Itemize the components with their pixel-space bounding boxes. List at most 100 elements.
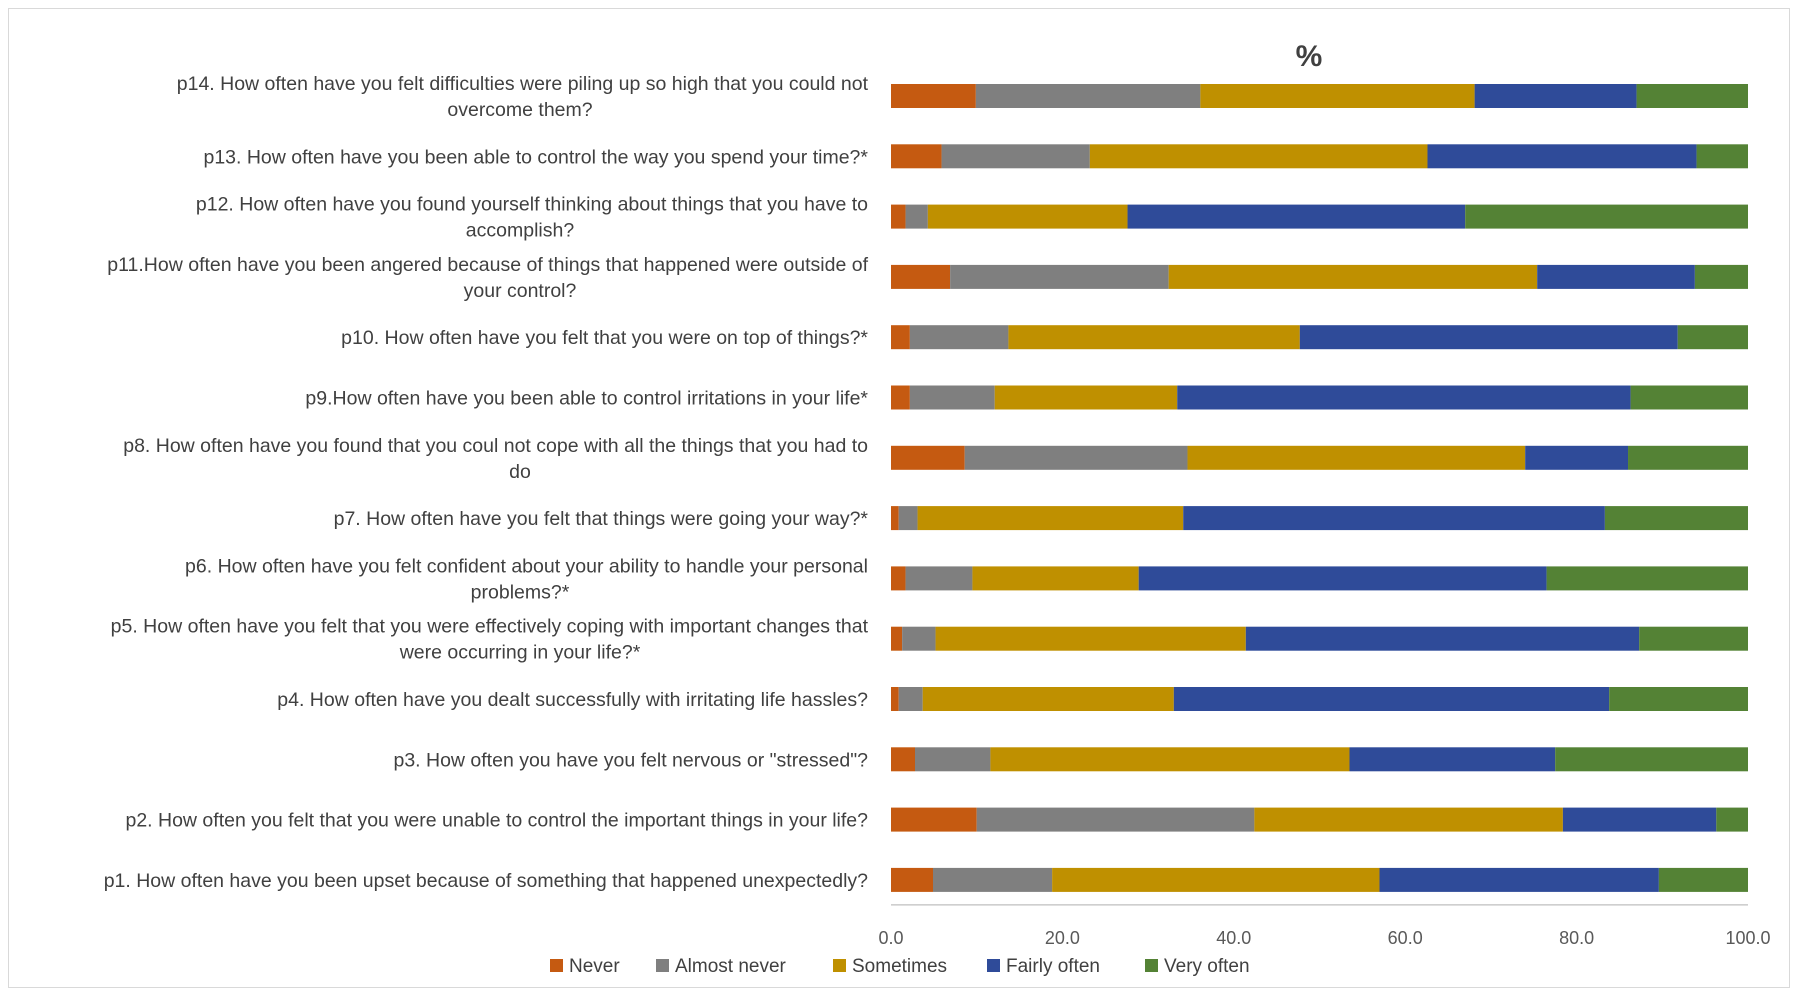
category-label: p9.How often have you been able to contr… — [305, 388, 868, 410]
bar-segment-almost-never-row-11 — [898, 687, 923, 711]
bar-segment-very-often-row-9 — [1546, 566, 1748, 591]
bar-segment-fairly-often-row-7 — [1525, 445, 1629, 470]
bar-segment-sometimes-row-14 — [1052, 867, 1380, 892]
bar-segment-sometimes-row-1 — [1200, 84, 1475, 108]
bar-segment-almost-never-row-6 — [909, 385, 995, 410]
bar-segment-very-often-row-2 — [1696, 144, 1748, 169]
x-tick-label: 100.0 — [1725, 928, 1770, 948]
bar-segment-almost-never-row-13 — [976, 807, 1255, 832]
bar-segment-almost-never-row-3 — [905, 204, 928, 229]
bar-segment-sometimes-row-13 — [1254, 807, 1563, 832]
category-label: p1. How often have you been upset becaus… — [104, 870, 868, 892]
bar-segment-never-row-5 — [891, 325, 910, 350]
bar-segment-fairly-often-row-1 — [1474, 84, 1637, 108]
bar-segment-never-row-4 — [891, 264, 951, 289]
category-label: p7. How often have you felt that things … — [334, 508, 869, 530]
bar-segment-fairly-often-row-3 — [1127, 204, 1466, 229]
category-label: p2. How often you felt that you were una… — [125, 810, 868, 832]
x-tick-label: 80.0 — [1559, 928, 1594, 948]
bar-segment-fairly-often-row-13 — [1562, 807, 1717, 832]
category-label: p10. How often have you felt that you we… — [341, 327, 868, 349]
bar-segment-almost-never-row-1 — [975, 84, 1201, 108]
bar-segment-sometimes-row-2 — [1089, 144, 1428, 169]
bar-segment-very-often-row-4 — [1694, 264, 1748, 289]
chart-title: % — [1296, 40, 1323, 73]
bar-segment-never-row-9 — [891, 566, 906, 591]
bar-segment-very-often-row-13 — [1716, 807, 1748, 832]
bar-segment-very-often-row-3 — [1465, 204, 1748, 229]
category-label: p6. How often have you felt confident ab… — [185, 555, 868, 603]
bar-segment-almost-never-row-4 — [950, 264, 1169, 289]
bar-segment-almost-never-row-12 — [914, 747, 991, 772]
legend-swatch — [987, 959, 1000, 972]
legend-label: Never — [569, 956, 620, 977]
bar-segment-almost-never-row-8 — [898, 506, 918, 531]
bar-segment-very-often-row-6 — [1630, 385, 1748, 410]
bar-segment-very-often-row-1 — [1636, 84, 1748, 108]
bars-group — [891, 84, 1748, 892]
bar-segment-very-often-row-7 — [1628, 445, 1748, 470]
x-tick-label: 60.0 — [1388, 928, 1423, 948]
bar-segment-fairly-often-row-6 — [1177, 385, 1631, 410]
bar-segment-sometimes-row-10 — [935, 626, 1246, 651]
legend-label: Fairly often — [1006, 956, 1100, 977]
bar-segment-fairly-often-row-14 — [1379, 867, 1659, 892]
category-label: p8. How often have you found that you co… — [123, 435, 868, 483]
bar-segment-almost-never-row-5 — [909, 325, 1009, 350]
bar-segment-sometimes-row-7 — [1187, 445, 1526, 470]
bar-segment-very-often-row-5 — [1677, 325, 1748, 350]
x-tick-label: 20.0 — [1045, 928, 1080, 948]
bar-segment-never-row-6 — [891, 385, 910, 410]
bar-segment-sometimes-row-8 — [917, 506, 1184, 531]
category-label: p3. How often you have you felt nervous … — [393, 749, 868, 771]
legend-label: Sometimes — [852, 956, 947, 977]
legend-swatch — [833, 959, 846, 972]
bar-segment-fairly-often-row-5 — [1299, 325, 1678, 350]
bar-segment-never-row-14 — [891, 867, 933, 892]
bar-segment-almost-never-row-10 — [902, 626, 936, 651]
x-tick-label: 0.0 — [878, 928, 903, 948]
category-label: p11.How often have you been angered beca… — [107, 254, 868, 302]
bar-segment-very-often-row-12 — [1555, 747, 1748, 772]
bar-segment-very-often-row-10 — [1639, 626, 1748, 651]
bar-segment-never-row-11 — [891, 687, 899, 711]
legend-label: Very often — [1164, 956, 1250, 977]
legend-swatch — [550, 959, 563, 972]
bar-segment-sometimes-row-4 — [1168, 264, 1538, 289]
bar-segment-fairly-often-row-4 — [1537, 264, 1695, 289]
category-label: p14. How often have you felt difficultie… — [177, 73, 869, 121]
bar-segment-fairly-often-row-2 — [1427, 144, 1697, 169]
category-label: p4. How often have you dealt successfull… — [277, 689, 868, 711]
bar-segment-sometimes-row-11 — [922, 687, 1174, 711]
bar-segment-almost-never-row-9 — [905, 566, 973, 591]
x-axis-ticks: 0.0 20.0 40.0 60.0 80.0 100.0 — [878, 928, 1770, 948]
bar-segment-never-row-8 — [891, 506, 899, 531]
category-labels: p14. How often have you felt difficultie… — [104, 73, 869, 892]
bar-segment-sometimes-row-12 — [990, 747, 1350, 772]
bar-segment-fairly-often-row-12 — [1349, 747, 1556, 772]
bar-segment-never-row-10 — [891, 626, 903, 651]
legend: Never Almost never Sometimes Fairly often Ve… — [550, 956, 1250, 977]
bar-segment-almost-never-row-7 — [964, 445, 1188, 470]
legend-swatch — [656, 959, 669, 972]
bar-segment-never-row-1 — [891, 84, 976, 108]
x-tick-label: 40.0 — [1216, 928, 1251, 948]
bar-segment-never-row-7 — [891, 445, 965, 470]
legend-label: Almost never — [675, 956, 787, 977]
category-label: p5. How often have you felt that you wer… — [111, 616, 869, 664]
bar-segment-never-row-13 — [891, 807, 977, 832]
bar-segment-almost-never-row-14 — [932, 867, 1053, 892]
bar-segment-never-row-3 — [891, 204, 906, 229]
category-label: p13. How often have you been able to con… — [203, 146, 868, 168]
bar-segment-very-often-row-14 — [1658, 867, 1748, 892]
bar-segment-fairly-often-row-11 — [1173, 687, 1610, 711]
bar-segment-fairly-often-row-9 — [1138, 566, 1547, 591]
bar-segment-fairly-often-row-10 — [1245, 626, 1640, 651]
bar-segment-sometimes-row-6 — [994, 385, 1178, 410]
bar-segment-never-row-12 — [891, 747, 915, 772]
bar-segment-sometimes-row-5 — [1008, 325, 1300, 350]
bar-segment-fairly-often-row-8 — [1183, 506, 1605, 531]
category-label: p12. How often have you found yourself t… — [196, 194, 868, 242]
legend-swatch — [1145, 959, 1158, 972]
